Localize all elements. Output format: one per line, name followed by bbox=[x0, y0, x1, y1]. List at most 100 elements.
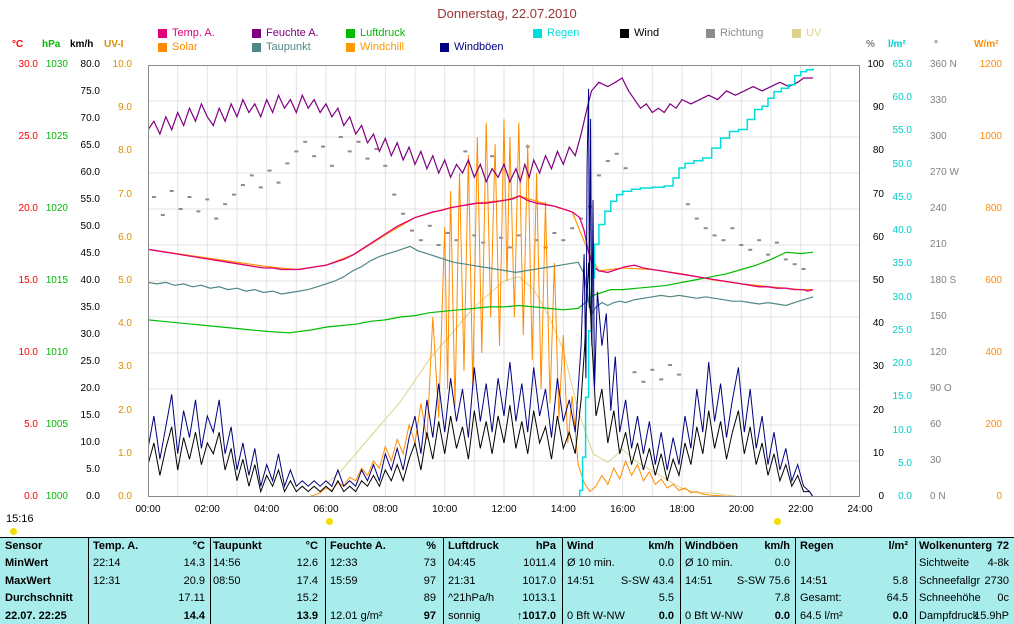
axis-tick-uvindex: 4.0 bbox=[118, 318, 132, 330]
series-point-richtung bbox=[596, 174, 601, 177]
legend-label-taupunkt: Taupunkt bbox=[266, 41, 311, 53]
table-cell-value: 73 bbox=[423, 557, 436, 569]
axis-tick-solar: 0 bbox=[996, 491, 1002, 502]
table-cell-text: 14:56 bbox=[213, 557, 241, 569]
series-point-richtung bbox=[392, 193, 397, 196]
table-info-value: 4-8k bbox=[987, 557, 1009, 569]
series-point-richtung bbox=[543, 246, 548, 249]
table-info-label: Wolkenunterg bbox=[919, 540, 993, 552]
series-point-richtung bbox=[552, 232, 557, 234]
table-cell-value: 7.8 bbox=[774, 592, 790, 604]
luftdruck-swatch bbox=[346, 28, 355, 38]
axis-tick-windspeed: 75.0 bbox=[80, 86, 100, 97]
series-point-richtung bbox=[249, 174, 254, 177]
axis-tick-rain: 20.0 bbox=[892, 358, 912, 370]
series-point-richtung bbox=[561, 239, 566, 242]
series-point-richtung bbox=[632, 371, 637, 374]
axis-header-pressure: hPa bbox=[42, 39, 61, 50]
axis-tick-pressure: 1015 bbox=[45, 275, 68, 286]
axis-tick-uvindex: 9.0 bbox=[118, 102, 132, 114]
axis-tick-direction: 300 bbox=[930, 131, 947, 142]
axis-tick-windspeed: 50.0 bbox=[80, 221, 100, 232]
axis-tick-windspeed: 0.0 bbox=[86, 491, 100, 502]
axis-tick-solar: 200 bbox=[985, 419, 1002, 430]
series-point-richtung bbox=[240, 184, 245, 186]
axis-tick-pressure: 1010 bbox=[45, 347, 68, 358]
table-column-separator bbox=[680, 538, 681, 624]
legend-label-regen: Regen bbox=[547, 27, 580, 39]
series-point-richtung bbox=[169, 190, 174, 192]
table-cell-value: 17.4 bbox=[296, 575, 318, 587]
table-cell-text: 21:31 bbox=[448, 575, 476, 587]
series-point-richtung bbox=[205, 198, 210, 201]
axis-header-temp: °C bbox=[12, 39, 24, 50]
status-time-label: 15:16 bbox=[6, 513, 34, 525]
axis-tick-temp: 0.0 bbox=[24, 491, 38, 502]
axis-tick-solar: 400 bbox=[985, 347, 1002, 358]
table-cell-value: 0.0 bbox=[892, 610, 908, 622]
x-axis-label: 02:00 bbox=[194, 504, 220, 515]
wind-swatch bbox=[620, 28, 629, 38]
series-point-richtung bbox=[258, 186, 263, 189]
axis-tick-rain: 55.0 bbox=[892, 125, 912, 137]
axis-tick-windspeed: 80.0 bbox=[80, 59, 100, 70]
series-point-richtung bbox=[454, 239, 459, 242]
legend-label-wind: Wind bbox=[634, 27, 660, 39]
series-point-richtung bbox=[650, 368, 655, 371]
series-point-richtung bbox=[338, 136, 343, 138]
axis-tick-humidity: 20 bbox=[872, 404, 884, 416]
table-cell-text: 15:59 bbox=[330, 575, 358, 587]
uv-swatch bbox=[792, 28, 801, 38]
table-info-label: Sichtweite bbox=[919, 557, 970, 569]
legend-label-uv: UV bbox=[806, 27, 822, 39]
axis-tick-pressure: 1025 bbox=[45, 131, 68, 142]
table-cell-value: 14.4 bbox=[183, 610, 205, 622]
table-row-label: 22.07. 22:25 bbox=[5, 610, 67, 622]
series-point-richtung bbox=[481, 241, 486, 244]
table-cell-value: ↑1017.0 bbox=[516, 610, 556, 622]
x-axis-label: 06:00 bbox=[313, 504, 339, 515]
series-point-richtung bbox=[614, 152, 619, 155]
series-point-richtung bbox=[766, 253, 770, 256]
table-cell-value: 1013.1 bbox=[522, 592, 556, 604]
table-cell-text: 0 Bft W-NW bbox=[567, 610, 625, 622]
series-point-richtung bbox=[383, 164, 388, 167]
axis-tick-temp: 5.0 bbox=[24, 419, 38, 430]
axis-tick-direction: 360 N bbox=[930, 59, 957, 70]
axis-tick-rain: 40.0 bbox=[892, 225, 912, 237]
axis-tick-temp: 20.0 bbox=[18, 203, 38, 214]
legend-item-regen: Regen bbox=[533, 27, 579, 39]
series-point-richtung bbox=[703, 227, 708, 230]
legend-item-windchill: Windchill bbox=[346, 41, 404, 53]
series-point-richtung bbox=[499, 236, 503, 239]
axis-tick-windspeed: 70.0 bbox=[80, 113, 100, 124]
plot-area[interactable] bbox=[148, 65, 860, 497]
axis-tick-uvindex: 3.0 bbox=[118, 361, 132, 373]
series-point-richtung bbox=[516, 234, 521, 237]
chart-plot[interactable] bbox=[148, 65, 860, 497]
axis-tick-rain: 5.0 bbox=[898, 457, 912, 469]
series-point-richtung bbox=[570, 227, 575, 230]
x-axis-label: 10:00 bbox=[432, 504, 458, 515]
table-cell-value: 17.11 bbox=[178, 592, 205, 604]
axis-tick-rain: 60.0 bbox=[892, 92, 912, 104]
series-point-richtung bbox=[285, 162, 290, 165]
axis-tick-windspeed: 5.0 bbox=[86, 464, 100, 475]
table-info-label: Schneefallgr bbox=[919, 575, 981, 587]
axis-tick-temp: 30.0 bbox=[18, 59, 38, 70]
series-point-richtung bbox=[774, 241, 779, 244]
axis-tick-windspeed: 15.0 bbox=[80, 410, 100, 421]
table-row-label: Durchschnitt bbox=[5, 592, 73, 604]
axis-tick-solar: 1200 bbox=[979, 59, 1002, 70]
table-cell-value: 97 bbox=[423, 610, 436, 622]
axis-tick-rain: 0.0 bbox=[898, 491, 912, 502]
series-point-richtung bbox=[232, 193, 236, 196]
axis-tick-windspeed: 35.0 bbox=[80, 302, 100, 313]
axis-tick-humidity: 60 bbox=[872, 231, 884, 243]
x-axis-label: 08:00 bbox=[372, 504, 398, 515]
series-point-richtung bbox=[178, 208, 183, 210]
axis-tick-solar: 1000 bbox=[979, 131, 1002, 142]
series-point-richtung bbox=[214, 217, 219, 220]
series-point-richtung bbox=[303, 140, 308, 143]
